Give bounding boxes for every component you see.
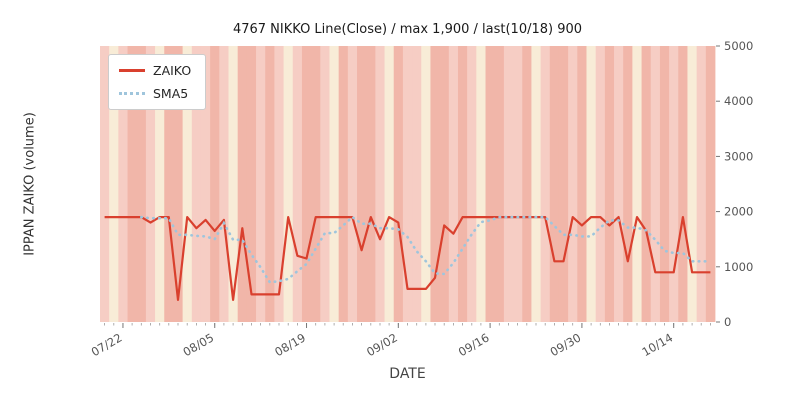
legend-label-sma5: SMA5 <box>153 86 189 101</box>
svg-text:5000: 5000 <box>724 39 753 53</box>
svg-text:4000: 4000 <box>724 94 753 108</box>
legend-item-zaiko: ZAIKO <box>119 63 191 78</box>
svg-text:2000: 2000 <box>724 205 753 219</box>
svg-text:0: 0 <box>724 315 731 329</box>
chart-title: 4767 NIKKO Line(Close) / max 1,900 / las… <box>232 22 583 37</box>
x-axis-label: DATE <box>389 366 426 382</box>
svg-text:08/19: 08/19 <box>272 330 308 359</box>
legend-item-sma5: SMA5 <box>119 86 191 101</box>
svg-text:07/22: 07/22 <box>89 330 125 359</box>
zaiko-line-swatch <box>119 69 145 72</box>
svg-text:1000: 1000 <box>724 260 753 274</box>
svg-text:09/16: 09/16 <box>456 330 492 359</box>
legend-label-zaiko: ZAIKO <box>153 63 192 78</box>
svg-text:09/02: 09/02 <box>364 330 400 359</box>
svg-text:08/05: 08/05 <box>181 330 217 359</box>
svg-text:10/14: 10/14 <box>639 330 675 359</box>
legend: ZAIKO SMA5 <box>108 54 207 110</box>
sma5-line-swatch <box>119 92 145 95</box>
svg-text:3000: 3000 <box>724 149 753 163</box>
svg-text:09/30: 09/30 <box>548 330 584 359</box>
